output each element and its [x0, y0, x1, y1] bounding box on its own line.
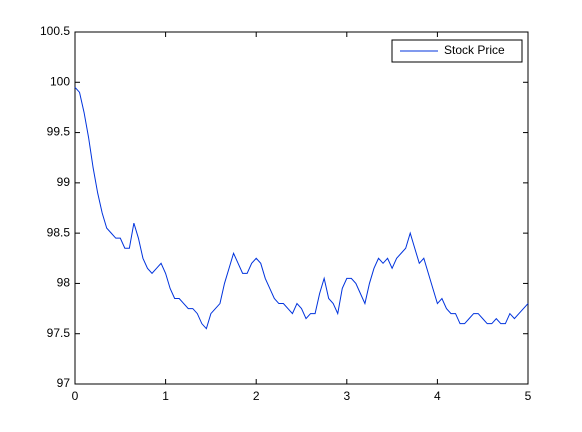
- legend-box: [391, 39, 523, 63]
- data-line: [74, 86, 529, 330]
- y-tick-label: 98.5: [47, 225, 71, 239]
- y-tick-label: 99: [57, 175, 71, 189]
- x-tick-label: 2: [253, 389, 260, 403]
- y-tick-label: 98: [57, 276, 71, 290]
- y-tick-label: 97: [57, 376, 71, 390]
- axes-box: [74, 31, 529, 385]
- x-tick-label: 1: [162, 389, 169, 403]
- x-tick-label: 3: [343, 389, 350, 403]
- x-tick-label: 5: [525, 389, 532, 403]
- y-tick-label: 100.5: [40, 24, 70, 38]
- x-tick-label: 4: [434, 389, 441, 403]
- y-tick-label: 97.5: [47, 326, 71, 340]
- legend-label: Stock Price: [444, 43, 505, 57]
- x-tick-label: 0: [72, 389, 79, 403]
- y-tick-label: 99.5: [47, 125, 71, 139]
- y-tick-label: 100: [50, 74, 70, 88]
